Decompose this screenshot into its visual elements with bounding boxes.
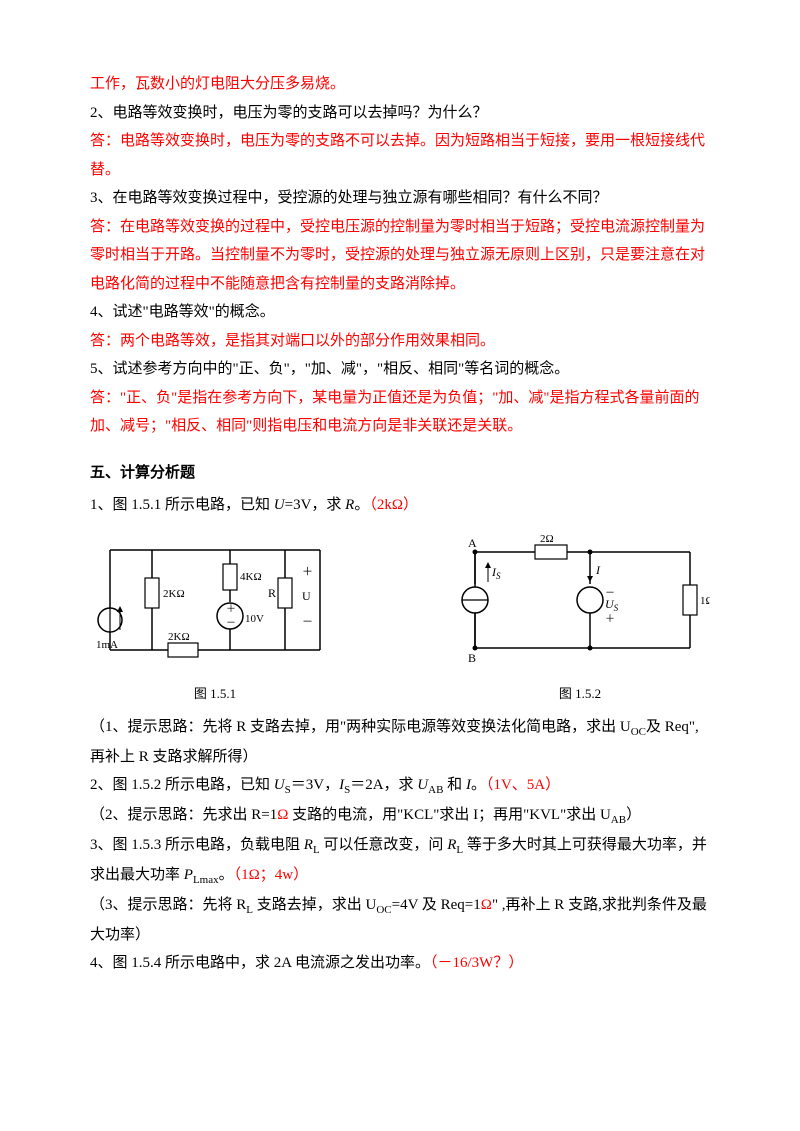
calc-q4: 4、图 1.5.4 所示电路中，求 2A 电流源之发出功率。（－16/3W？） [90,949,710,978]
q3-fs: Lmax [193,874,219,886]
q1-answer: （2kΩ） [369,497,418,513]
figure-1-5-2: A B 2Ω IS [450,530,710,707]
q2-g: 和 [443,777,466,793]
q1-var-r: R [345,497,354,513]
c1-r2-label: 2KΩ [168,631,190,643]
c1-u-minus: － [302,616,313,628]
h1-b: OC [631,726,646,738]
c1-vs-label: 10V [245,613,264,625]
fig-1-5-2-caption: 图 1.5.2 [450,682,710,707]
c1-u-plus: ＋ [302,566,313,578]
q2-e: ＝2A，求 [350,777,417,793]
fig-1-5-1-caption: 图 1.5.1 [90,682,340,707]
answer-5: 答："正、负"是指在参考方向下，某电量为正值还是为负值；"加、减"是指方程式各量… [90,384,710,441]
c2-i-label: I [595,563,601,577]
h3-d: Ω [481,897,492,913]
c1-r-label: R [268,586,276,600]
figure-1-5-1: 1mA 2KΩ 2KΩ 4KΩ ＋ 10V － [90,530,340,707]
c1-r1-label: 2KΩ [163,588,185,600]
c2-node-b: B [468,651,476,665]
q2-fs: AB [428,784,443,796]
q3-c: 可以任意改变，问 [320,837,448,853]
circuit-2-svg: A B 2Ω IS [450,530,710,670]
h1-a: （1、提示思路：先将 R 支路去掉，用"两种实际电源等效变换法化简电路，求出 U [90,719,631,735]
q2-a: 2、图 1.5.2 所示电路，已知 [90,777,274,793]
c2-r1-label: 2Ω [540,533,554,545]
calc-q3: 3、图 1.5.3 所示电路，负载电阻 RL 可以任意改变，问 RL 等于多大时… [90,831,710,891]
hint-3: （3、提示思路：先将 RL 支路去掉，求出 UOC=4V 及 Req=1Ω" ,… [90,891,710,949]
h2-c: 支路的电流，用"KCL"求出 I；再用"KVL"求出 U [288,807,610,823]
c1-vs-plus: ＋ [226,604,236,615]
q3-b: R [304,837,313,853]
c2-us-sub: S [614,603,619,613]
svg-text:IS: IS [491,565,501,581]
q1-text-e: 。 [354,497,369,513]
c1-u-label: U [302,589,311,603]
q1-text-c: =3V，求 [285,497,346,513]
q2-answer: （1V、5A） [486,777,560,793]
q1-text-a: 1、图 1.5.1 所示电路，已知 [90,497,274,513]
c2-node-a: A [468,536,477,550]
q3-a: 3、图 1.5.3 所示电路，负载电阻 [90,837,304,853]
hint-1: （1、提示思路：先将 R 支路去掉，用"两种实际电源等效变换法化简电路，求出 U… [90,713,710,771]
q2-f: U [417,777,428,793]
c1-is-label: 1mA [96,639,118,651]
h3-b: 支路去掉，求出 U [253,897,376,913]
q3-d: R [447,837,456,853]
calc-q2: 2、图 1.5.2 所示电路，已知 US＝3V，IS＝2A，求 UAB 和 I。… [90,771,710,801]
h2-e: ） [626,807,641,823]
answer-4: 答：两个电路等效，是指其对端口以外的部分作用效果相同。 [90,327,710,356]
q3-g: 。 [219,867,234,883]
document-page: 工作，瓦数小的灯电阻大分压多易烧。 2、电路等效变换时，电压为零的支路可以去掉吗… [0,0,800,1131]
answer-3: 答：在电路等效变换的过程中，受控电压源的控制量为零时相当于短路；受控电流源控制量… [90,213,710,299]
c1-r3-label: 4KΩ [240,571,262,583]
h3-as: L [246,904,253,916]
q2-i: 。 [471,777,486,793]
q4-a: 4、图 1.5.4 所示电路中，求 2A 电流源之发出功率。 [90,955,430,971]
calc-q1: 1、图 1.5.1 所示电路，已知 U=3V，求 R。（2kΩ） [90,491,710,520]
question-4: 4、试述"电路等效"的概念。 [90,298,710,327]
c1-vs-minus: － [226,618,236,629]
answer-2: 答：电路等效变换时，电压为零的支路不可以去掉。因为短路相当于短接，要用一根短接线… [90,127,710,184]
q1-var-u: U [274,497,285,513]
h3-c: =4V 及 Req=1 [392,897,481,913]
c2-is-sub: S [496,571,501,581]
q3-bs: L [313,844,320,856]
answer-0: 工作，瓦数小的灯电阻大分压多易烧。 [90,70,710,99]
q3-answer: （1Ω；4w） [234,867,308,883]
c2-r2-label: 1Ω [700,595,710,607]
h2-b: Ω [277,807,288,823]
question-2: 2、电路等效变换时，电压为零的支路可以去掉吗？为什么？ [90,99,710,128]
h3-a: （3、提示思路：先将 R [90,897,246,913]
figures-row: 1mA 2KΩ 2KΩ 4KΩ ＋ 10V － [90,530,710,707]
h3-bs: OC [376,904,391,916]
c2-us-plus: ＋ [605,614,615,625]
q4-answer: （－16/3W？） [430,955,523,971]
section-5-title: 五、计算分析题 [90,459,710,488]
h2-a: （2、提示思路：先求出 R=1 [90,807,277,823]
question-5: 5、试述参考方向中的"正、负"，"加、减"，"相反、相同"等名词的概念。 [90,355,710,384]
hint-2: （2、提示思路：先求出 R=1Ω 支路的电流，用"KCL"求出 I；再用"KVL… [90,801,710,831]
q2-b: U [274,777,285,793]
question-3: 3、在电路等效变换过程中，受控源的处理与独立源有哪些相同？有什么不同？ [90,184,710,213]
circuit-1-svg: 1mA 2KΩ 2KΩ 4KΩ ＋ 10V － [90,530,340,670]
q2-c: ＝3V， [291,777,339,793]
svg-text:US: US [605,597,619,613]
h2-d: AB [611,814,626,826]
q3-f: P [184,867,193,883]
